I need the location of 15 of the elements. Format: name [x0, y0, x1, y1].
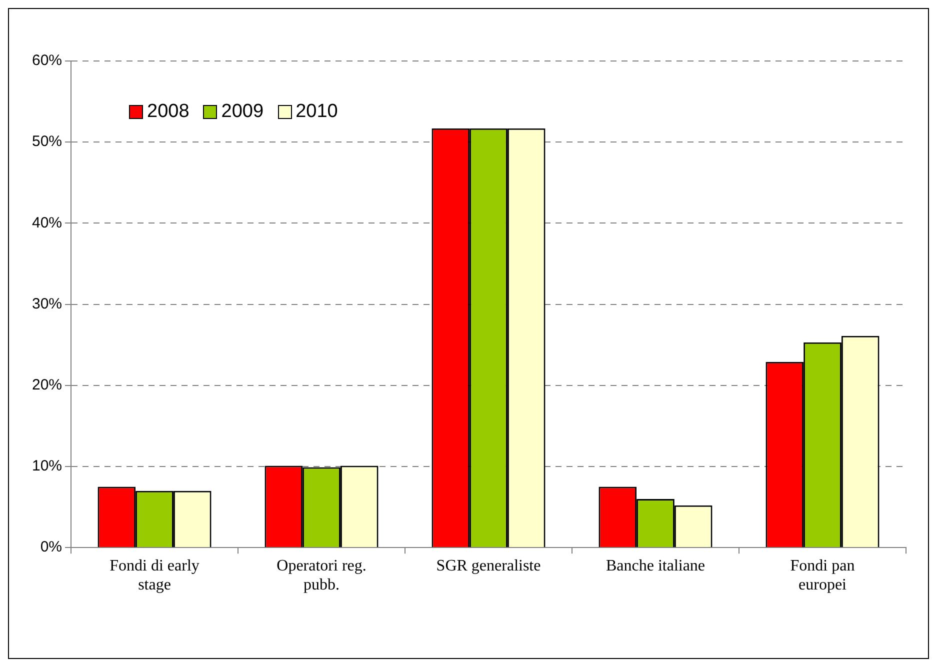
legend-label: 2009: [221, 101, 264, 123]
x-tick-label: Fondi pan europei: [790, 557, 855, 594]
x-tick-label: SGR generaliste: [436, 557, 541, 574]
x-tick-label: Fondi di early stage: [110, 557, 200, 594]
y-tick-label: 50%: [32, 133, 62, 150]
y-tick-label: 20%: [32, 376, 62, 394]
y-tick-label: 10%: [32, 458, 62, 475]
x-tick-label: Banche italiane: [606, 557, 706, 574]
y-tick-label: 60%: [32, 52, 62, 70]
legend-label: 2008: [147, 101, 190, 123]
x-tick-label: Operatori reg. pubb.: [276, 557, 366, 594]
y-tick-label: 0%: [40, 538, 62, 556]
y-tick-label: 30%: [32, 295, 62, 312]
legend-label: 2010: [296, 101, 338, 123]
y-tick-label: 40%: [32, 214, 62, 232]
